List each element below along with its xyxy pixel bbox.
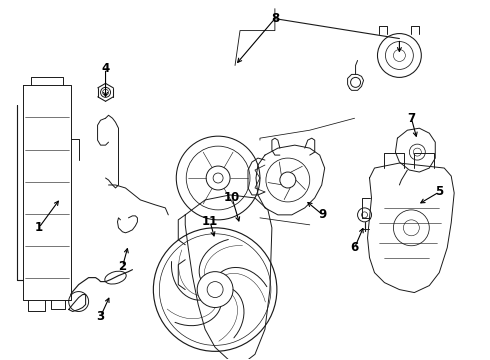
Text: 9: 9 <box>318 208 327 221</box>
Text: 2: 2 <box>119 260 126 273</box>
Text: 7: 7 <box>407 112 416 125</box>
Text: 8: 8 <box>271 12 279 25</box>
Text: 6: 6 <box>350 241 359 254</box>
Text: 3: 3 <box>97 310 105 323</box>
Text: 10: 10 <box>224 192 240 204</box>
Text: 4: 4 <box>101 62 110 75</box>
Text: 5: 5 <box>435 185 443 198</box>
Text: 1: 1 <box>35 221 43 234</box>
Text: 11: 11 <box>202 215 218 228</box>
